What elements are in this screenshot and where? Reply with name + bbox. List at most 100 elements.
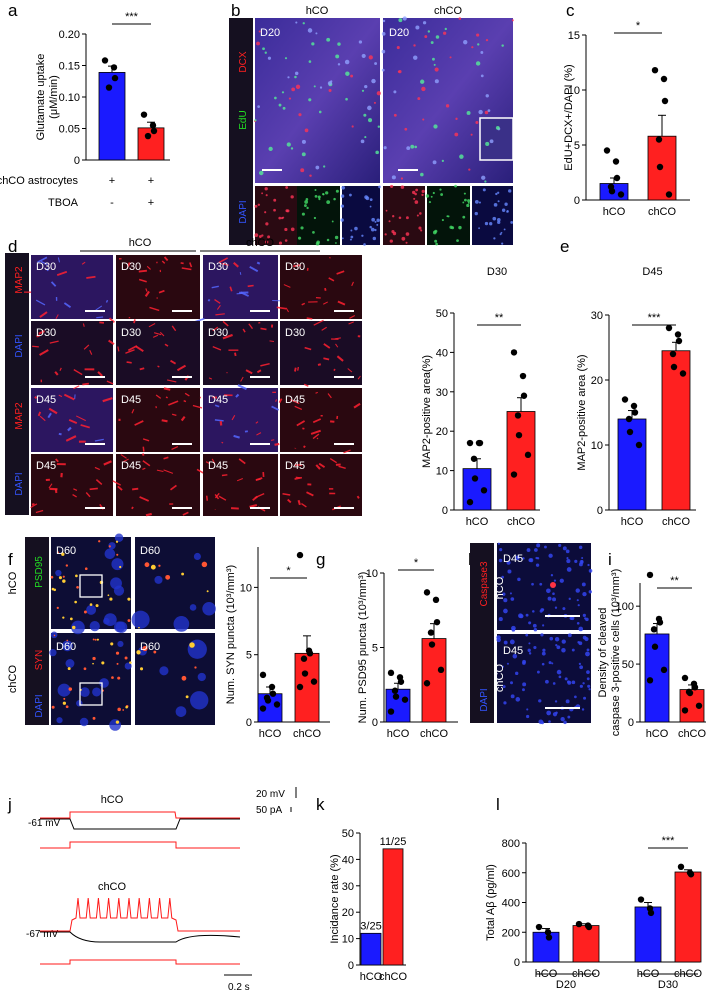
- cell-dot: [507, 189, 512, 193]
- cell-dot: [376, 223, 379, 226]
- d-fiber: [73, 385, 80, 390]
- data-point: [524, 451, 532, 459]
- bar: [634, 906, 662, 963]
- punctum: [129, 661, 132, 664]
- nucleus: [562, 607, 566, 611]
- cell-dot: [405, 216, 409, 220]
- punctum: [127, 597, 131, 601]
- nucleus: [497, 542, 500, 545]
- nucleus: [556, 645, 561, 650]
- d-fiber: [356, 495, 360, 499]
- cell-dot: [374, 62, 378, 66]
- bar: [506, 411, 536, 511]
- data-point: [470, 455, 478, 462]
- h-day: D45: [503, 645, 523, 657]
- cell-dot: [427, 30, 431, 33]
- d-fiber: [247, 284, 254, 288]
- d-day-label: D30: [121, 261, 141, 273]
- cell-dot: [295, 21, 298, 24]
- cell-dot: [424, 35, 428, 39]
- nucleus: [501, 665, 504, 668]
- punctum: [109, 597, 113, 601]
- cell-dot: [474, 200, 479, 204]
- nucleus: [555, 711, 558, 714]
- nucleus: [503, 598, 508, 603]
- d-fiber: [164, 343, 169, 347]
- data-point: [630, 402, 638, 410]
- data-point: [397, 678, 405, 685]
- cell-dot: [325, 191, 329, 195]
- punctum: [95, 604, 99, 608]
- f-row-hco: hCO: [7, 571, 19, 594]
- f-roi-box: [79, 574, 103, 598]
- data-point: [545, 934, 553, 941]
- nucleus: [534, 548, 538, 552]
- nucleus: [502, 592, 506, 596]
- y-tick-label: 5: [372, 643, 378, 655]
- punctum: [72, 625, 76, 630]
- bar: [137, 127, 165, 161]
- d-fiber: [30, 503, 38, 509]
- cell-dot: [484, 110, 489, 115]
- cell-dot: [344, 59, 350, 65]
- cell-dot: [390, 184, 394, 188]
- significance-stars: ***: [648, 312, 662, 324]
- nucleus: [539, 582, 543, 586]
- cell-dot: [313, 216, 317, 220]
- nucleus: [581, 557, 584, 560]
- nucleus: [578, 545, 583, 550]
- cell-dot: [489, 222, 493, 226]
- x-tick-label: hCO: [621, 516, 644, 528]
- cell-dot: [290, 147, 294, 150]
- nucleus: [92, 687, 102, 697]
- cell-dot: [510, 221, 514, 224]
- y-tick-label: 0.05: [59, 124, 80, 136]
- d-fiber: [240, 291, 250, 297]
- cell-dot: [335, 189, 339, 193]
- cell-dot: [367, 105, 372, 111]
- nucleus: [565, 549, 570, 554]
- d-fiber: [138, 278, 147, 283]
- cell-dot: [445, 104, 450, 108]
- cell-dot: [462, 201, 465, 204]
- cell-dot: [317, 195, 321, 199]
- cell-dot: [419, 212, 422, 215]
- nucleus: [108, 542, 116, 550]
- punctum: [201, 561, 208, 568]
- cell-dot: [301, 152, 306, 157]
- nucleus: [579, 559, 584, 564]
- punctum: [115, 720, 120, 724]
- data-point: [646, 571, 654, 579]
- cell-dot: [315, 165, 320, 170]
- nucleus: [532, 623, 537, 628]
- data-point: [423, 589, 431, 596]
- x-tick-label: chCO: [662, 516, 691, 528]
- d-day-label: D30: [36, 327, 56, 339]
- table-row-label: TBOA: [48, 197, 79, 209]
- cell-dot: [476, 33, 480, 37]
- d-fiber: [94, 438, 104, 442]
- nucleus: [548, 661, 552, 665]
- d-fiber: [72, 493, 77, 498]
- data-point: [608, 188, 616, 195]
- data-point: [437, 666, 445, 674]
- nucleus: [525, 633, 529, 637]
- cell-dot: [433, 124, 438, 129]
- nucleus: [550, 574, 554, 577]
- d-fiber: [278, 398, 283, 404]
- data-point: [520, 392, 528, 399]
- d-fiber: [306, 317, 313, 320]
- cell-dot: [340, 194, 345, 198]
- j-trace-group: [40, 811, 241, 965]
- cell-dot: [319, 86, 323, 89]
- nucleus: [522, 682, 527, 687]
- nucleus: [574, 559, 578, 563]
- cell-dot: [471, 46, 474, 49]
- punctum: [96, 638, 99, 641]
- cell-dot: [434, 67, 439, 72]
- cell-dot: [416, 214, 419, 217]
- significance-stars: *: [414, 557, 419, 569]
- d-fiber: [233, 434, 240, 439]
- cell-dot: [391, 175, 396, 180]
- cell-dot: [441, 159, 444, 162]
